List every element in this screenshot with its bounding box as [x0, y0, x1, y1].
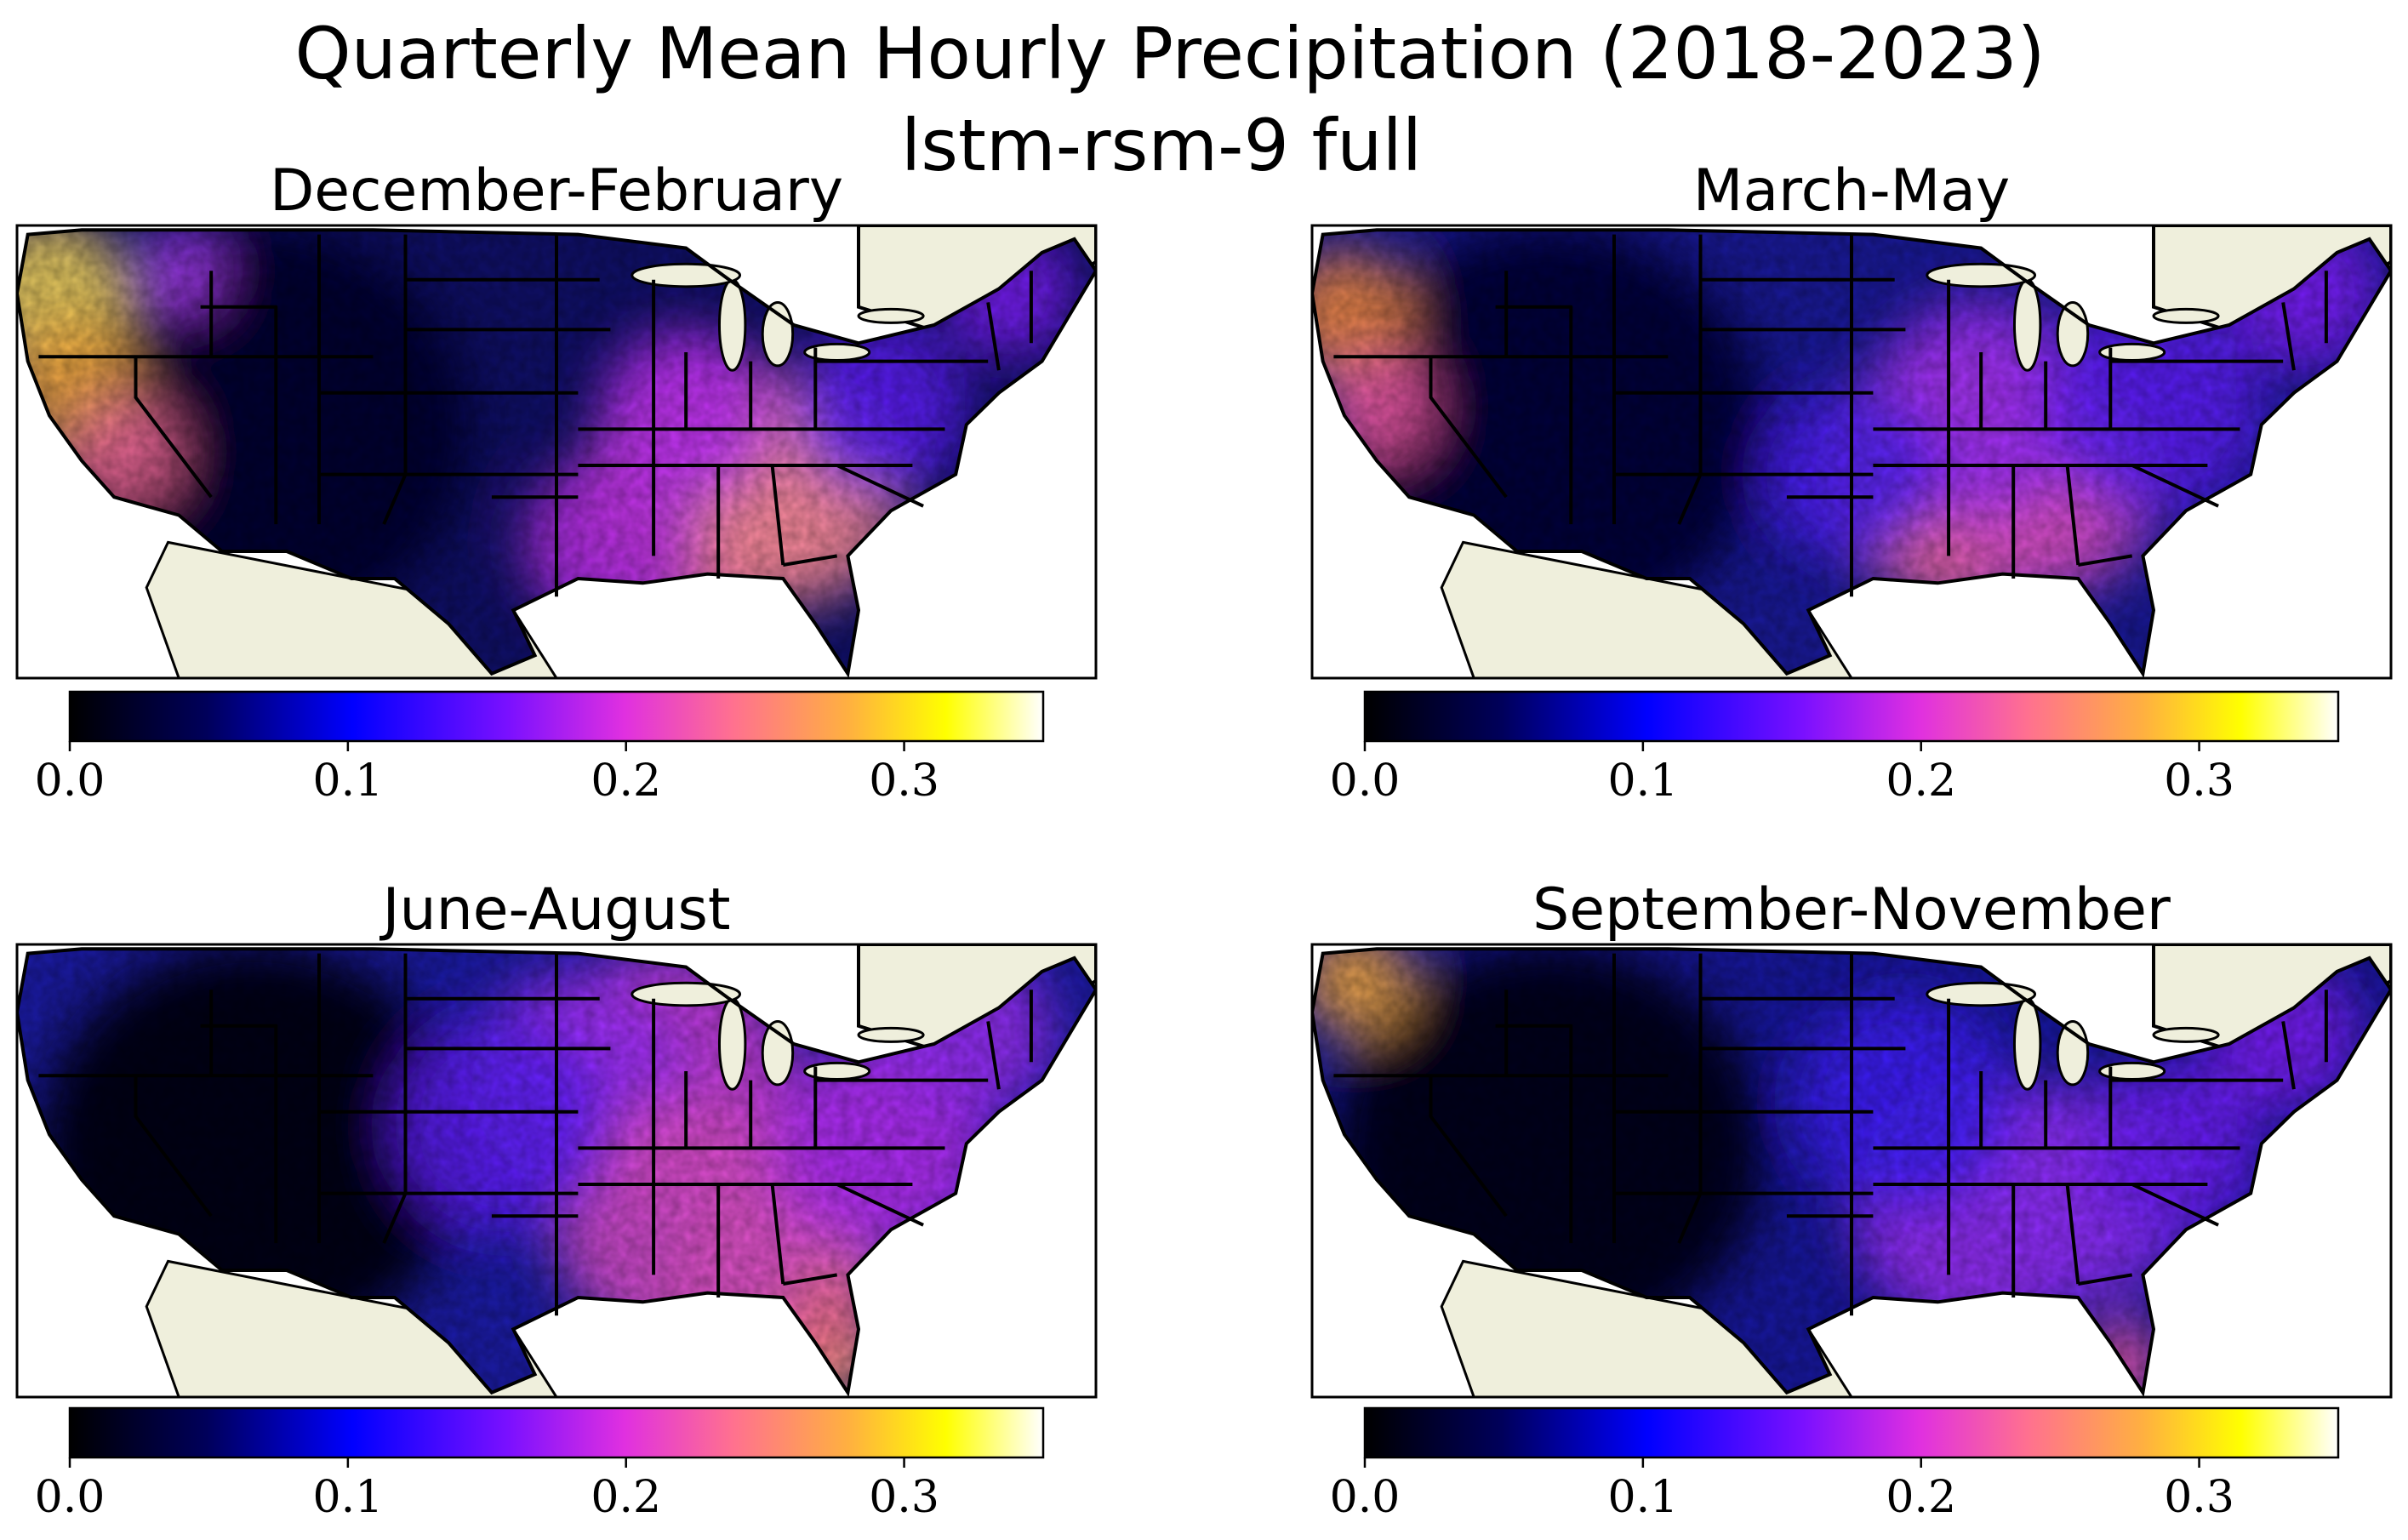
state-border — [200, 305, 278, 525]
great-lake — [717, 997, 747, 1091]
map-area — [1312, 944, 2391, 1397]
colorbar-tick-label: 0.0 — [35, 756, 106, 807]
great-lake — [857, 307, 925, 324]
state-border — [1429, 1075, 1508, 1218]
state-border — [2065, 1184, 2080, 1285]
panel-title: September-November — [1532, 876, 2171, 944]
state-border — [134, 356, 213, 499]
colorbar-tick-label: 0.2 — [1886, 1472, 1956, 1523]
coastline — [17, 947, 1096, 1397]
figure-title-line2: lstm-rsm-9 full — [901, 104, 1422, 187]
colorbar-tick-label: 0.1 — [1608, 1472, 1679, 1523]
state-border — [986, 1021, 1001, 1090]
colorbar-gradient — [68, 690, 1045, 743]
colorbar: 0.0 0.1 0.2 0.3 — [35, 690, 1045, 807]
state-border — [782, 1273, 838, 1286]
coastline — [17, 228, 1096, 678]
state-border — [770, 465, 785, 566]
map-frame — [15, 224, 1098, 680]
colorbar-tick-label: 0.3 — [869, 1472, 939, 1523]
colorbar-gradient — [68, 1406, 1045, 1459]
colorbar-tick-label: 0.2 — [1886, 756, 1956, 807]
state-border — [986, 302, 1001, 371]
state-border — [1495, 305, 1573, 525]
panel-title: March-May — [1693, 157, 2010, 225]
map-frame — [1310, 224, 2393, 680]
state-border — [782, 554, 838, 567]
great-lake — [2012, 278, 2042, 372]
map-frame — [1310, 943, 2393, 1399]
coastline — [1312, 228, 2391, 678]
state-border — [770, 1184, 785, 1285]
panels-container: December-February 0.0 0.1 0.2 0.3 March-May 0.… — [15, 157, 2393, 1523]
state-border — [2077, 1273, 2133, 1286]
colorbar: 0.0 0.1 0.2 0.3 — [35, 1406, 1045, 1523]
state-border — [2077, 554, 2133, 567]
state-border — [134, 1075, 213, 1218]
map-area — [17, 225, 1096, 678]
map-area — [1312, 225, 2391, 678]
colorbar-gradient — [1363, 690, 2340, 743]
state-border — [1495, 1024, 1573, 1244]
figure-title-line1: Quarterly Mean Hourly Precipitation (201… — [294, 12, 2045, 95]
great-lake — [857, 1026, 925, 1043]
colorbar-tick-label: 0.2 — [591, 756, 661, 807]
colorbar-tick-label: 0.3 — [2164, 1472, 2234, 1523]
colorbar-tick-label: 0.1 — [1608, 756, 1679, 807]
colorbar-tick-label: 0.1 — [313, 756, 384, 807]
colorbar-tick-label: 0.0 — [1330, 1472, 1401, 1523]
colorbar-tick-label: 0.3 — [869, 756, 939, 807]
panel-title: December-February — [270, 157, 843, 225]
panel-2: March-May 0.0 0.1 0.2 0.3 — [1310, 157, 2393, 807]
panel-3: June-August 0.0 0.1 0.2 0.3 — [15, 876, 1098, 1523]
panel-1: December-February 0.0 0.1 0.2 0.3 — [15, 157, 1098, 807]
panel-title: June-August — [379, 876, 730, 944]
great-lake — [2152, 307, 2220, 324]
colorbar-tick-label: 0.1 — [313, 1472, 384, 1523]
map-frame — [15, 943, 1098, 1399]
colorbar-tick-label: 0.2 — [591, 1472, 661, 1523]
map-area — [17, 944, 1096, 1397]
coastline — [1312, 947, 2391, 1397]
state-border — [2065, 465, 2080, 566]
state-border — [2281, 1021, 2296, 1090]
great-lake — [717, 278, 747, 372]
state-border — [2281, 302, 2296, 371]
colorbar-tick-label: 0.0 — [35, 1472, 106, 1523]
colorbar: 0.0 0.1 0.2 0.3 — [1330, 690, 2340, 807]
state-border — [200, 1024, 278, 1244]
colorbar: 0.0 0.1 0.2 0.3 — [1330, 1406, 2340, 1523]
colorbar-tick-label: 0.3 — [2164, 756, 2234, 807]
great-lake — [2012, 997, 2042, 1091]
state-border — [1429, 356, 1508, 499]
great-lake — [2152, 1026, 2220, 1043]
panel-4: September-November 0.0 0.1 0.2 0.3 — [1310, 876, 2393, 1523]
colorbar-tick-label: 0.0 — [1330, 756, 1401, 807]
colorbar-gradient — [1363, 1406, 2340, 1459]
